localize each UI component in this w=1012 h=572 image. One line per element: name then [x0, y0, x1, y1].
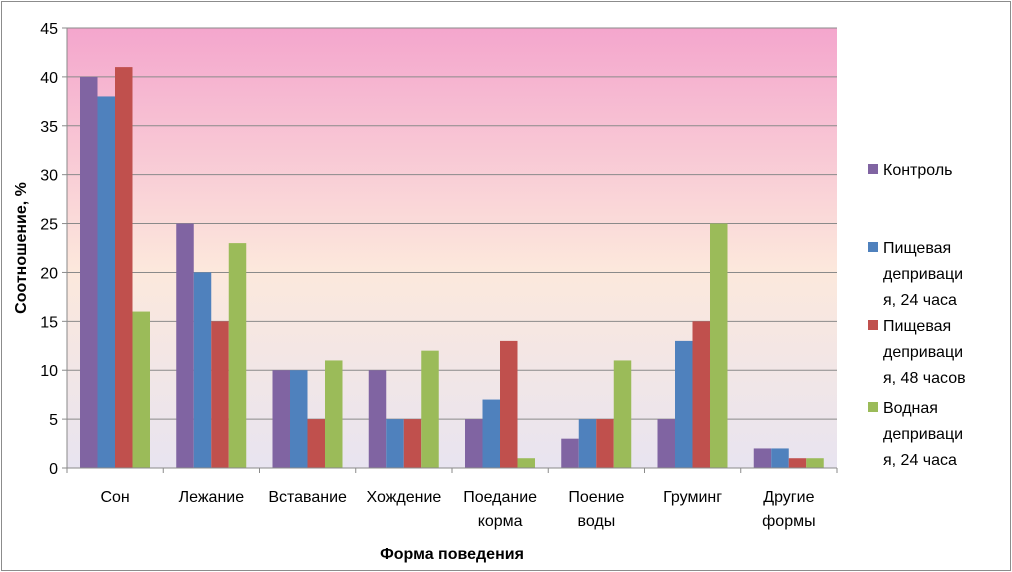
y-tick-label: 35 [40, 119, 58, 136]
x-category-label: Другие [763, 489, 814, 506]
x-category-label: Сон [100, 489, 129, 506]
bar-series-3-cat-8 [788, 458, 807, 468]
x-category-label: Поедание [463, 489, 537, 506]
x-category-label: воды [578, 513, 616, 530]
bar-series-1-cat-5 [465, 419, 483, 468]
y-tick-labels: 0 5 10 15 20 25 30 35 40 45 [40, 21, 58, 478]
bar-series-4-cat-2 [228, 243, 247, 468]
bar-series-4-cat-4 [421, 350, 439, 468]
legend-label: Водная [883, 400, 938, 417]
legend-label: Контроль [883, 162, 953, 179]
x-category-label: Лежание [179, 489, 245, 506]
bar-series-3-cat-2 [211, 321, 229, 468]
bar-series-4-cat-6 [613, 360, 632, 468]
bars [80, 67, 824, 468]
bar-series-3-cat-5 [500, 340, 518, 468]
bar-series-2-cat-7 [675, 340, 693, 468]
bar-series-1-cat-1 [80, 76, 98, 468]
bar-series-2-cat-4 [386, 419, 404, 468]
y-tick-label: 20 [40, 265, 58, 282]
x-category-label: корма [478, 513, 523, 530]
legend-label: деприваци [883, 266, 963, 283]
bar-series-4-cat-8 [806, 458, 824, 468]
legend: Контроль Пищевая деприваци я, 24 часа Пищева… [868, 162, 966, 469]
bar-series-3-cat-1 [115, 67, 133, 468]
bar-series-4-cat-5 [517, 458, 535, 468]
bar-series-2-cat-2 [193, 272, 212, 468]
legend-label: я, 24 часа [883, 452, 957, 469]
y-tick-label: 25 [40, 217, 58, 234]
legend-label: Пищевая [883, 240, 951, 257]
bar-series-4-cat-7 [710, 223, 728, 468]
legend-label: я, 48 часов [883, 370, 966, 387]
legend-swatch [868, 242, 878, 252]
bar-series-1-cat-7 [657, 419, 675, 468]
x-category-label: Груминг [663, 489, 722, 506]
bar-series-2-cat-8 [771, 448, 789, 468]
x-category-label: Хождение [366, 489, 441, 506]
y-tick-label: 10 [40, 363, 58, 380]
legend-label: Пищевая [883, 318, 951, 335]
bar-series-2-cat-1 [97, 96, 115, 468]
legend-swatch [868, 164, 878, 174]
legend-label: деприваци [883, 344, 963, 361]
legend-swatch [868, 402, 878, 412]
x-category-label: формы [762, 513, 815, 530]
bar-series-1-cat-2 [176, 223, 194, 468]
bar-series-2-cat-6 [578, 419, 597, 468]
bar-series-1-cat-4 [368, 370, 387, 468]
y-tick-label: 0 [49, 461, 58, 478]
bar-series-1-cat-6 [561, 438, 579, 468]
x-category-label: Поение [568, 489, 624, 506]
bar-series-3-cat-6 [596, 419, 614, 468]
x-axis-title: Форма поведения [380, 546, 524, 563]
legend-label: деприваци [883, 426, 963, 443]
legend-swatch [868, 320, 878, 330]
y-tick-label: 45 [40, 21, 58, 38]
x-category-labels: Сон Лежание Вставание Хождение Поедание корма… [100, 489, 815, 530]
bar-series-3-cat-4 [403, 419, 422, 468]
bar-series-3-cat-7 [692, 321, 710, 468]
bar-series-4-cat-3 [325, 360, 343, 468]
bar-series-3-cat-3 [307, 419, 325, 468]
bar-series-2-cat-3 [290, 370, 308, 468]
axes [66, 28, 838, 473]
x-category-label: Вставание [268, 489, 347, 506]
bar-series-2-cat-5 [482, 399, 500, 468]
y-axis-title: Соотношение, % [13, 182, 30, 314]
y-tick-label: 5 [49, 412, 58, 429]
bar-series-1-cat-3 [272, 370, 290, 468]
bar-series-4-cat-1 [132, 311, 150, 468]
legend-label: я, 24 часа [883, 292, 957, 309]
bar-series-1-cat-8 [753, 448, 772, 468]
y-tick-label: 40 [40, 70, 58, 87]
y-tick-label: 30 [40, 168, 58, 185]
y-tick-label: 15 [40, 314, 58, 331]
